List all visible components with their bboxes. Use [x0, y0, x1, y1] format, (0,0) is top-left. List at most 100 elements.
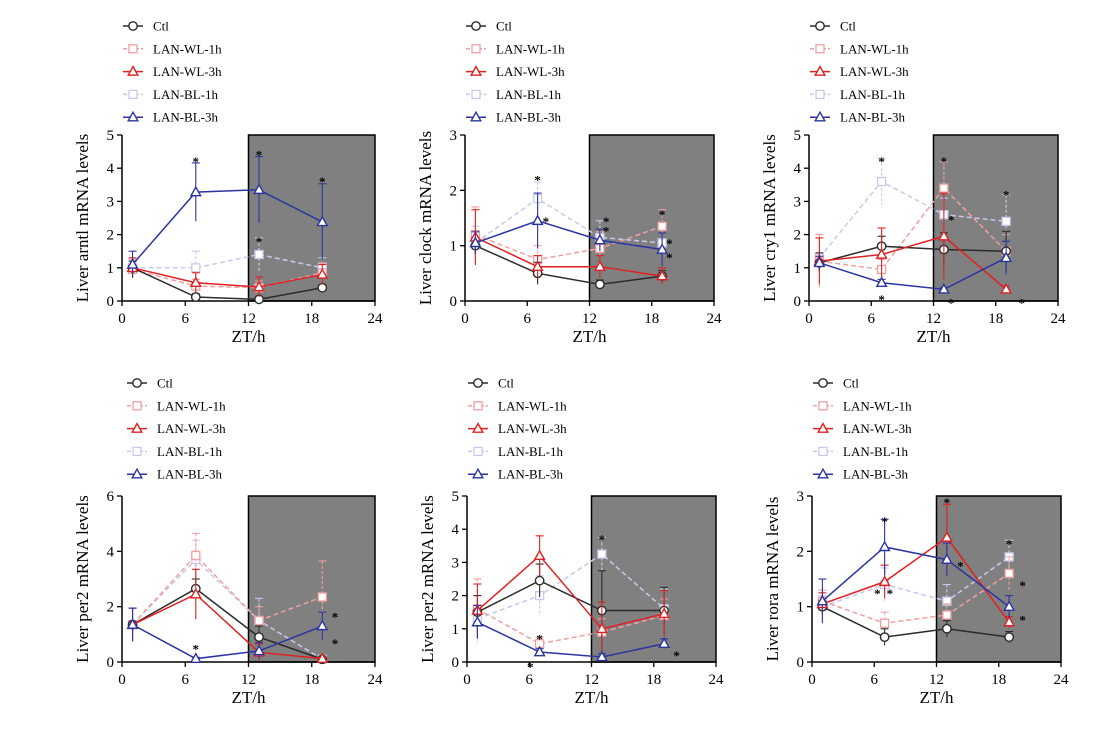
- legend-marker: [131, 422, 143, 433]
- y-tick-label: 0: [450, 294, 458, 310]
- x-tick-label: 24: [1051, 311, 1067, 327]
- y-tick-label: 2: [794, 228, 802, 244]
- y-tick-label: 1: [797, 600, 805, 616]
- series-LAN-BL-3h: [469, 192, 669, 267]
- legend-label: LAN-WL-3h: [498, 421, 567, 436]
- data-point: [1003, 615, 1016, 627]
- x-tick-label: 6: [524, 311, 532, 327]
- legend-label: LAN-BL-1h: [157, 444, 222, 459]
- data-point: [875, 248, 888, 259]
- series-line: [132, 253, 323, 269]
- data-point: [191, 550, 201, 561]
- x-tick-label: 24: [709, 672, 725, 688]
- series-line: [475, 225, 663, 261]
- x-tick-label: 24: [1054, 672, 1070, 688]
- data-point: [254, 632, 264, 642]
- y-tick-label: 0: [107, 655, 115, 671]
- x-tick-label: 12: [241, 311, 256, 327]
- y-tick-label: 3: [797, 489, 805, 505]
- series-line: [475, 236, 663, 277]
- data-point: [316, 268, 329, 279]
- legend-label: Ctl: [157, 376, 173, 391]
- legend-marker: [818, 401, 828, 411]
- data-point: [879, 618, 890, 628]
- series-line: [475, 219, 663, 251]
- legend-marker: [132, 401, 142, 411]
- y-axis-title: Liver cry1 mRNA levels: [760, 134, 779, 302]
- data-point: [1004, 568, 1014, 579]
- data-point: [189, 587, 202, 599]
- series-line: [131, 189, 323, 265]
- y-axis-title: Liver per2 mRNA levels: [418, 495, 437, 663]
- data-point: [816, 594, 829, 606]
- x-tick-label: 12: [926, 311, 941, 327]
- series-line: [819, 245, 1007, 264]
- significance-star: *: [603, 223, 610, 238]
- y-tick-label: 0: [794, 294, 802, 310]
- data-point: [942, 610, 952, 620]
- x-tick-label: 0: [118, 311, 126, 327]
- significance-star: *: [948, 295, 955, 310]
- significance-star: *: [666, 250, 673, 265]
- series-line: [477, 579, 665, 613]
- legend-marker: [815, 44, 825, 54]
- data-point: [593, 260, 606, 271]
- x-axis-title: ZT/h: [920, 688, 954, 707]
- significance-star: *: [666, 236, 673, 251]
- significance-star: *: [948, 212, 955, 227]
- significance-star: *: [659, 207, 666, 222]
- data-point: [126, 618, 139, 629]
- x-tick-label: 12: [929, 672, 944, 688]
- data-point: [126, 258, 139, 269]
- legend-label: LAN-BL-1h: [153, 87, 218, 102]
- legend-marker: [128, 44, 138, 54]
- significance-star: *: [193, 154, 200, 169]
- x-tick-label: 0: [463, 672, 471, 688]
- legend-label: LAN-BL-1h: [840, 87, 905, 102]
- data-point: [253, 644, 266, 656]
- y-tick-label: 3: [107, 194, 115, 210]
- legend-marker: [128, 89, 138, 100]
- significance-star: *: [332, 636, 339, 651]
- significance-star: *: [543, 214, 550, 229]
- data-point: [317, 592, 327, 602]
- series-line: [476, 554, 665, 630]
- data-point: [656, 269, 669, 281]
- legend-label: LAN-WL-1h: [157, 398, 226, 413]
- y-tick-label: 4: [107, 161, 115, 177]
- legend-marker: [817, 422, 829, 433]
- legend: Ctl LAN-WL-1h LAN-WL-3h LAN-BL-1h LAN-BL-3h: [127, 376, 226, 482]
- data-point: [813, 256, 826, 268]
- legend-marker: [127, 110, 139, 122]
- y-tick-label: 0: [452, 655, 460, 671]
- significance-star: *: [944, 495, 951, 510]
- significance-star: *: [1019, 613, 1026, 628]
- legend-marker: [470, 110, 482, 122]
- legend-label: Ctl: [843, 376, 859, 391]
- data-point: [941, 623, 952, 634]
- significance-star: *: [881, 514, 888, 529]
- series-line: [822, 572, 1010, 625]
- x-tick-label: 12: [582, 311, 597, 327]
- y-tick-label: 1: [450, 239, 458, 255]
- significance-star: *: [256, 148, 263, 163]
- significance-star: *: [319, 174, 326, 189]
- data-point: [939, 183, 949, 193]
- x-tick-label: 18: [991, 672, 1006, 688]
- x-tick-label: 24: [368, 311, 384, 327]
- y-tick-label: 3: [450, 128, 458, 144]
- significance-star: *: [536, 631, 543, 646]
- data-point: [594, 279, 605, 290]
- data-point: [878, 540, 891, 552]
- legend-label: LAN-WL-1h: [496, 41, 565, 56]
- x-tick-label: 6: [182, 311, 190, 327]
- y-axis-title: Liver arntl mRNA levels: [73, 134, 92, 303]
- series-line: [819, 257, 1007, 291]
- dark-phase-shading: [932, 134, 1059, 302]
- data-point: [1004, 632, 1015, 642]
- legend-label: LAN-WL-1h: [843, 398, 912, 413]
- series-LAN-BL-3h: [126, 607, 329, 663]
